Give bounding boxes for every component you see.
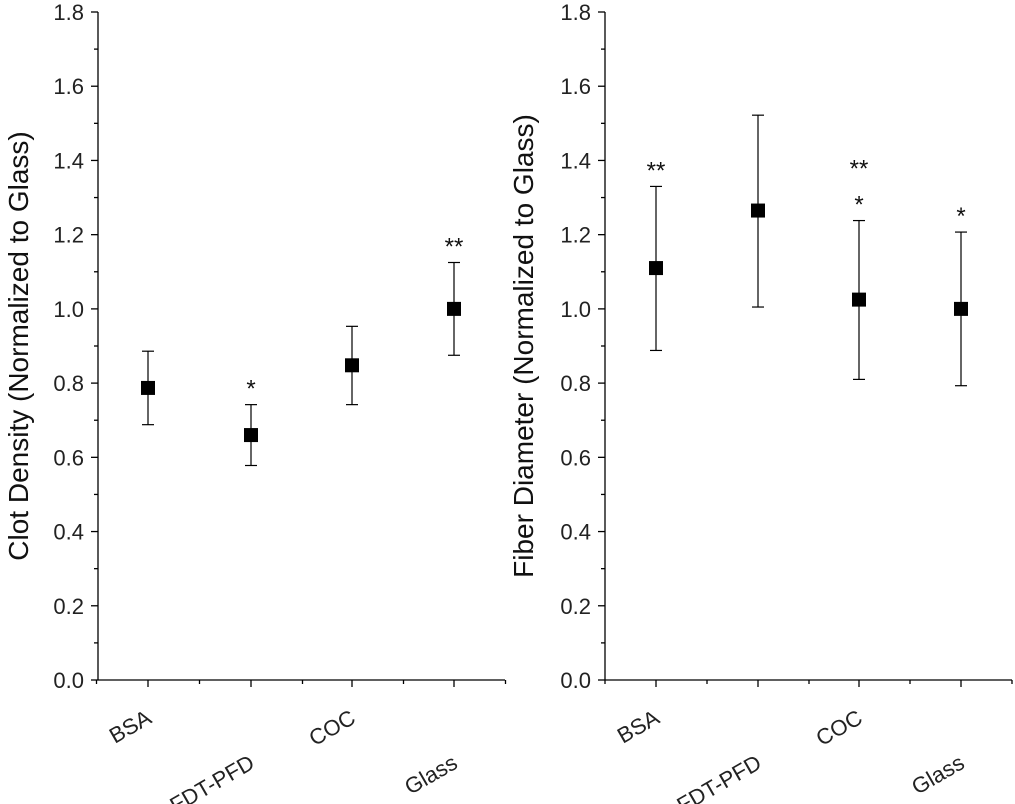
data-point — [852, 292, 866, 307]
significance-marker: ** — [445, 234, 464, 261]
y-tick-label: 0.6 — [560, 445, 591, 470]
data-point — [141, 380, 155, 395]
x-tick-label: Glass — [907, 750, 968, 800]
chart-panel-1: 0.0 0.2 0.4 0.6 0.8 1.0 1.2 1.4 1.6 1.8 BSAPDA-FDT… — [3, 0, 507, 804]
y-tick-label: 0.8 — [560, 371, 591, 396]
significance-marker: * — [956, 203, 965, 230]
y-tick-label: 0.6 — [53, 445, 84, 470]
y-tick-label: 0.8 — [53, 371, 84, 396]
y-tick-label: 0.0 — [53, 668, 84, 693]
y-tick-label: 1.0 — [53, 297, 84, 322]
y-axis-label: Clot Density (Normalized to Glass) — [3, 131, 34, 560]
data-point — [751, 203, 765, 218]
data-point — [345, 358, 359, 373]
y-tick-label: 1.8 — [53, 0, 84, 25]
y-tick-label: 0.0 — [560, 668, 591, 693]
significance-marker: ** * — [850, 156, 869, 219]
significance-marker: * — [246, 376, 255, 403]
y-tick-label: 0.2 — [53, 594, 84, 619]
y-tick-label: 1.2 — [53, 223, 84, 248]
y-tick-label: 0.4 — [560, 520, 591, 545]
y-tick-label: 1.2 — [560, 223, 591, 248]
y-tick-label: 1.8 — [560, 0, 591, 25]
y-tick-label: 1.4 — [560, 148, 591, 173]
y-tick-label: 1.6 — [560, 74, 591, 99]
data-point — [447, 301, 461, 316]
x-tick-label: BSA — [105, 705, 156, 749]
x-tick-label: COC — [305, 705, 360, 751]
y-axis-label: Fiber Diameter (Normalized to Glass) — [508, 114, 539, 578]
x-tick-label: PDA-FDT-PFD — [627, 750, 765, 804]
y-tick-label: 1.6 — [53, 74, 84, 99]
x-tick-label: BSA — [613, 705, 664, 749]
chart-panel-2: 0.0 0.2 0.4 0.6 0.8 1.0 1.2 1.4 1.6 1.8 BSAPDA-FDT… — [508, 0, 1013, 804]
data-point — [244, 428, 258, 443]
y-tick-label: 1.0 — [560, 297, 591, 322]
x-tick-label: Glass — [400, 750, 461, 800]
y-tick-label: 0.2 — [560, 594, 591, 619]
data-point — [649, 261, 663, 276]
x-tick-label: COC — [812, 705, 867, 751]
y-tick-label: 1.4 — [53, 148, 84, 173]
significance-marker: ** — [647, 157, 666, 184]
data-point — [954, 301, 968, 316]
y-tick-label: 0.4 — [53, 520, 84, 545]
x-tick-label: PDA-FDT-PFD — [120, 750, 258, 804]
